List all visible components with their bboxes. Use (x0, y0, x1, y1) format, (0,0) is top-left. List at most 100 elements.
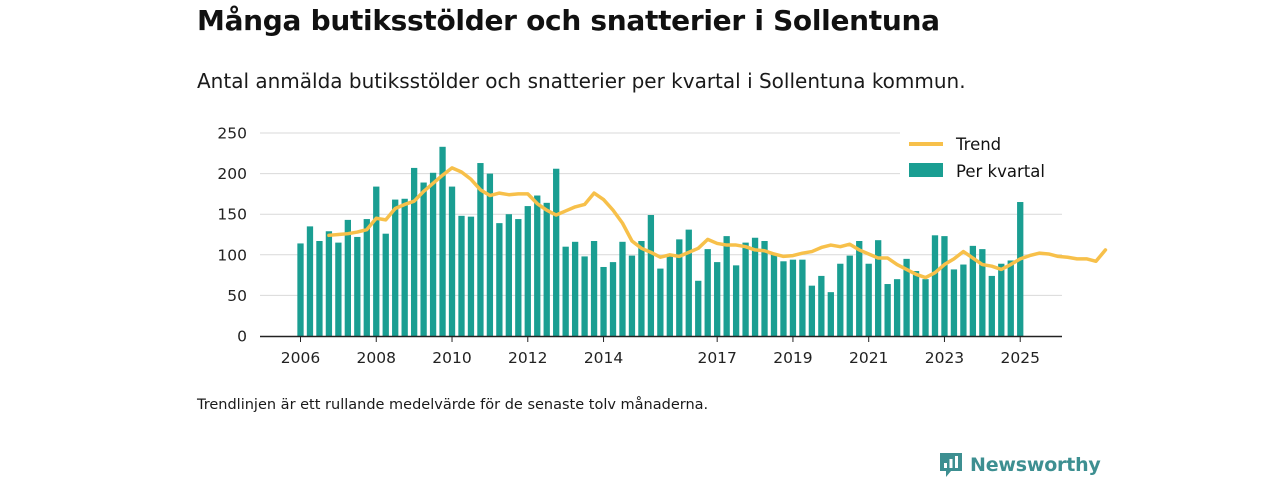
bar (458, 215, 465, 336)
x-tick-label: 2017 (697, 349, 736, 367)
bar (316, 241, 323, 336)
chart-title: Många butiksstölder och snatterier i Sol… (197, 4, 940, 37)
y-tick-label: 150 (217, 206, 247, 224)
bar (685, 229, 692, 336)
legend-bar-swatch (909, 163, 943, 177)
y-axis-labels: 0 50 100 150 200 250 (217, 125, 247, 346)
bar (1007, 260, 1014, 336)
trend-line (327, 166, 1108, 280)
bar (410, 167, 418, 336)
y-tick-label: 50 (227, 287, 247, 305)
bar (960, 264, 967, 336)
bar (477, 163, 484, 336)
legend-bar-label: Per kvartal (956, 162, 1045, 181)
x-tick-label: 2010 (432, 349, 471, 367)
bar (761, 241, 768, 336)
bar (581, 256, 588, 336)
bar (628, 255, 636, 336)
x-tick-label: 2021 (849, 349, 888, 367)
bar (420, 182, 427, 336)
bar (354, 236, 361, 336)
bar (647, 215, 655, 336)
bar (941, 236, 948, 336)
bar (808, 285, 816, 336)
x-tick-label: 2014 (584, 349, 623, 367)
brand-logo[interactable]: Newsworthy (938, 450, 1101, 480)
bar-series (297, 146, 1024, 336)
bar (884, 284, 891, 336)
bar (486, 173, 494, 336)
bar (950, 269, 958, 336)
y-tick-label: 250 (217, 125, 247, 143)
bar-chart: 0 50 100 150 200 250 2006 2008 2010 2012 2014 2017… (217, 125, 1108, 367)
y-tick-label: 0 (237, 328, 247, 346)
bar (751, 237, 759, 336)
bar (543, 202, 550, 336)
x-tick-label: 2012 (508, 349, 547, 367)
chart-subtitle: Antal anmälda butiksstölder och snatteri… (197, 69, 966, 93)
bar (609, 262, 617, 336)
bar (524, 206, 531, 336)
bar (704, 249, 711, 336)
bar (666, 253, 673, 336)
bar (799, 259, 806, 336)
bar (893, 279, 901, 336)
bar (780, 261, 787, 336)
bar (448, 186, 456, 336)
bar (676, 239, 683, 336)
bar (998, 263, 1005, 336)
bar (732, 265, 740, 336)
bar (496, 223, 503, 336)
x-axis (260, 335, 1062, 342)
bar (619, 241, 626, 336)
bar (770, 253, 778, 336)
bar (429, 172, 437, 336)
bar (297, 243, 304, 336)
bar (969, 245, 977, 336)
bar (695, 280, 702, 336)
bar (837, 263, 844, 336)
x-tick-label: 2023 (925, 349, 964, 367)
bar (571, 241, 579, 336)
bar (638, 241, 645, 336)
y-tick-label: 100 (217, 246, 247, 264)
bar (335, 242, 342, 336)
x-tick-label: 2025 (1000, 349, 1039, 367)
bar (392, 199, 399, 336)
bar (827, 292, 834, 336)
bar (988, 275, 995, 336)
bar (344, 219, 351, 336)
newsworthy-logo-icon (940, 453, 962, 477)
x-axis-labels: 2006 2008 2010 2012 2014 2017 2019 2021 2023 2025 (281, 349, 1040, 367)
bar (373, 186, 380, 336)
bar (742, 242, 749, 336)
bar (657, 268, 664, 336)
bar (931, 235, 939, 336)
bar (600, 266, 607, 336)
x-tick-label: 2006 (281, 349, 320, 367)
bar (382, 233, 389, 336)
bar (562, 246, 569, 336)
bar (325, 231, 333, 336)
bar (467, 216, 475, 336)
y-tick-label: 200 (217, 165, 247, 183)
bar (363, 219, 370, 336)
bar (723, 236, 730, 336)
bar (865, 263, 872, 336)
bar (856, 241, 863, 336)
bar (903, 258, 910, 336)
bar (401, 198, 408, 336)
legend: Trend Per kvartal (909, 135, 1045, 181)
bar (922, 279, 929, 336)
x-tick-label: 2008 (357, 349, 396, 367)
bar (912, 271, 920, 336)
bar (553, 168, 560, 336)
bar (846, 255, 853, 336)
footnote: Trendlinjen är ett rullande medelvärde f… (197, 397, 709, 413)
bar (534, 195, 541, 336)
bar (818, 275, 825, 336)
bar (590, 241, 598, 336)
bar (875, 240, 882, 336)
bar (515, 219, 522, 336)
brand-name: Newsworthy (970, 454, 1101, 476)
